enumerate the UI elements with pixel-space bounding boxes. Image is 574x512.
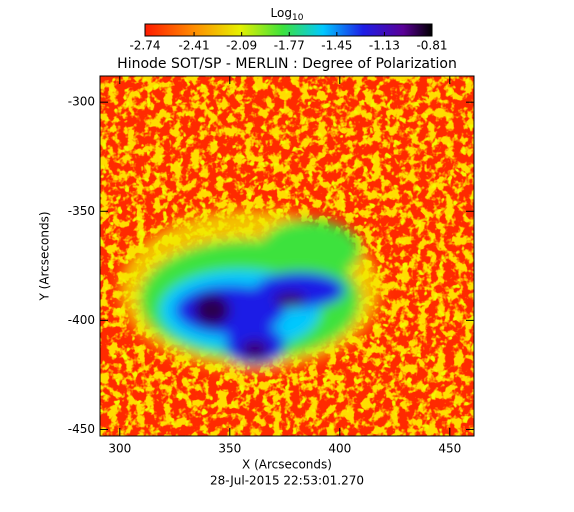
y-tick-label: -350 (68, 204, 95, 218)
x-tick-label: 350 (218, 442, 241, 456)
colorbar-title: Log10 (271, 6, 304, 23)
x-axis-label: X (Arcseconds) (242, 458, 332, 472)
chart-title: Hinode SOT/SP - MERLIN : Degree of Polar… (117, 56, 457, 72)
y-tick-label: -400 (68, 313, 95, 327)
colorbar-tick-label: -0.81 (416, 39, 447, 53)
polarization-map (100, 76, 474, 436)
colorbar-tick-label: -1.13 (369, 39, 400, 53)
colorbar-tick-label: -2.74 (129, 39, 160, 53)
y-tick-label: -300 (68, 95, 95, 109)
y-tick-label: -450 (68, 422, 95, 436)
colorbar-tick-label: -2.09 (226, 39, 257, 53)
colorbar-tick-label: -2.41 (179, 39, 210, 53)
colorbar (144, 23, 433, 37)
footer-date: 28-Jul-2015 22:53:01.270 (210, 474, 364, 488)
colorbar-tick-label: -1.45 (321, 39, 352, 53)
y-axis-label: Y (Arcseconds) (38, 211, 52, 301)
plot-frame (99, 75, 475, 437)
x-tick-label: 400 (328, 442, 351, 456)
x-tick-label: 300 (108, 442, 131, 456)
colorbar-tick-label: -1.77 (274, 39, 305, 53)
x-tick-label: 450 (438, 442, 461, 456)
